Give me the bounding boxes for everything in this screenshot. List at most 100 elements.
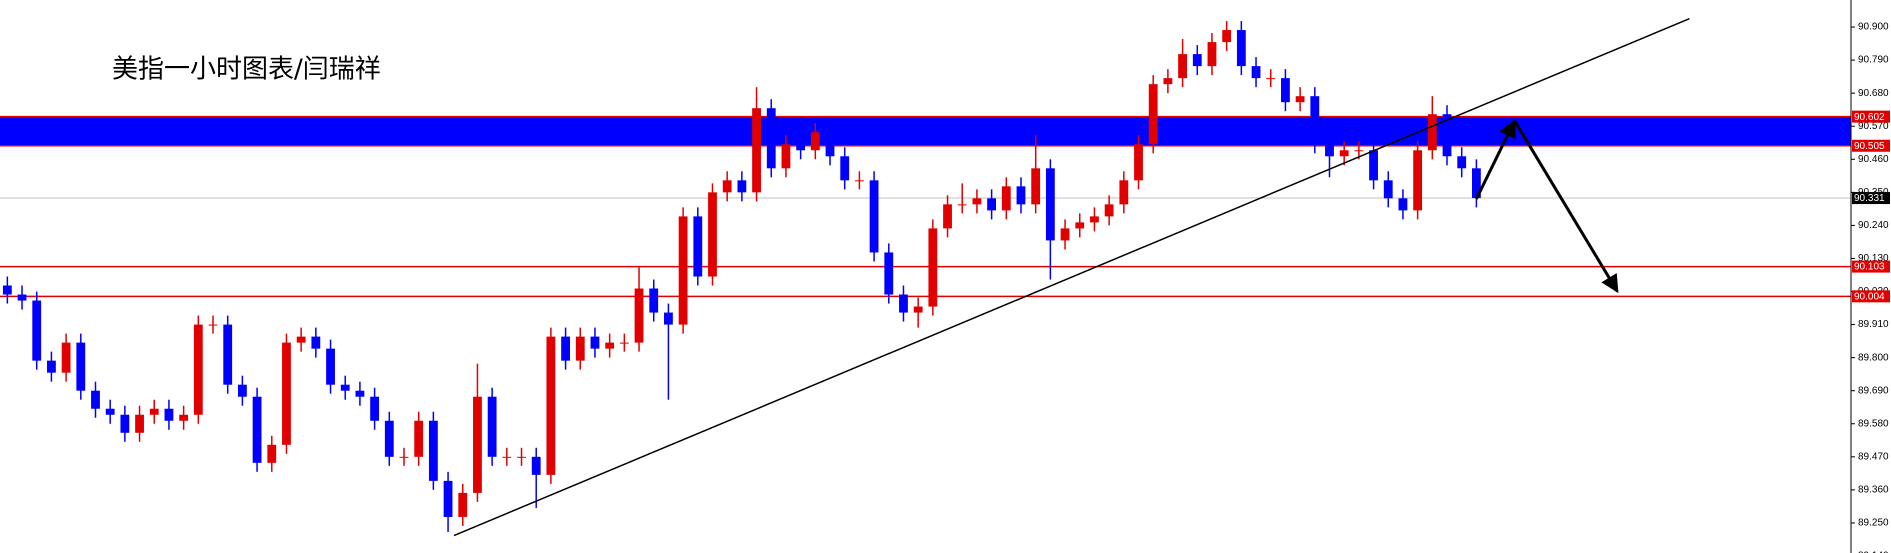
price-tag bbox=[1852, 290, 1890, 303]
price-tag-label: 90.103 bbox=[1854, 262, 1885, 273]
y-tick-label: 90.460 bbox=[1858, 154, 1889, 165]
candle-body bbox=[840, 156, 850, 181]
price-tag-label: 90.602 bbox=[1854, 112, 1885, 123]
candle-body bbox=[928, 228, 938, 307]
candle-body bbox=[561, 336, 570, 361]
candle-body bbox=[105, 408, 115, 415]
candle-body bbox=[1075, 222, 1085, 229]
candle-body bbox=[854, 180, 864, 182]
candle-body bbox=[223, 324, 233, 385]
y-tick-label: 90.570 bbox=[1858, 121, 1889, 132]
candle-body bbox=[384, 420, 394, 457]
price-tag bbox=[1852, 192, 1890, 205]
candle-body bbox=[972, 198, 982, 205]
candle-body bbox=[326, 348, 335, 385]
zone bbox=[0, 116, 1851, 146]
candle-body bbox=[370, 396, 380, 421]
candle-body bbox=[722, 180, 732, 193]
candle-body bbox=[693, 216, 703, 277]
arrow bbox=[1475, 119, 1516, 200]
y-tick-label: 89.690 bbox=[1858, 385, 1889, 396]
arrow bbox=[1513, 120, 1619, 294]
candle-body bbox=[1325, 144, 1334, 157]
candle-body bbox=[531, 456, 541, 475]
candle-body bbox=[1281, 78, 1290, 103]
y-tick-label: 89.800 bbox=[1858, 352, 1889, 363]
candle-body bbox=[149, 408, 159, 415]
candle-body bbox=[766, 108, 776, 169]
candle-body bbox=[1457, 156, 1467, 169]
candle-body bbox=[355, 390, 365, 397]
candle-body bbox=[1442, 114, 1452, 157]
y-tick-label: 89.250 bbox=[1858, 518, 1889, 529]
candle-body bbox=[458, 492, 468, 517]
candle-body bbox=[796, 144, 806, 151]
candle-body bbox=[1251, 66, 1261, 79]
candle-body bbox=[708, 192, 717, 277]
candle-body bbox=[61, 342, 71, 373]
candle-body bbox=[664, 312, 673, 325]
candle-body bbox=[1060, 228, 1070, 241]
candle-body bbox=[47, 360, 56, 373]
candle-body bbox=[781, 144, 791, 169]
candle-body bbox=[899, 294, 908, 313]
y-tick-label: 90.240 bbox=[1858, 220, 1889, 231]
candle-body bbox=[1354, 150, 1364, 152]
candle-body bbox=[237, 384, 247, 397]
y-tick-label: 89.360 bbox=[1858, 485, 1889, 496]
candle-body bbox=[634, 288, 644, 343]
candle-body bbox=[1383, 180, 1393, 199]
candle-body bbox=[179, 414, 189, 421]
candle-body bbox=[1045, 168, 1055, 241]
candle-body bbox=[913, 306, 923, 313]
candle-body bbox=[282, 342, 291, 445]
candle-body bbox=[252, 396, 262, 463]
candle-body bbox=[590, 336, 600, 349]
price-tag-label: 90.505 bbox=[1854, 141, 1885, 152]
candle-body bbox=[810, 132, 820, 151]
y-tick-label: 89.910 bbox=[1858, 319, 1889, 330]
candle-body bbox=[428, 420, 438, 481]
y-tick-label: 89.140 bbox=[1858, 551, 1889, 553]
y-tick-label: 90.130 bbox=[1858, 253, 1889, 264]
candle-body bbox=[605, 342, 615, 349]
candle-body bbox=[487, 396, 497, 457]
candle-body bbox=[443, 480, 453, 517]
candle-body bbox=[1031, 168, 1041, 205]
trendline bbox=[453, 17, 1690, 537]
candle-body bbox=[575, 336, 585, 361]
candle-body bbox=[1398, 198, 1408, 211]
candle-body bbox=[267, 444, 277, 463]
candle-body bbox=[884, 252, 894, 295]
candle-body bbox=[1471, 168, 1481, 199]
candle-body bbox=[737, 180, 747, 193]
candle-body bbox=[164, 408, 174, 421]
candle-body bbox=[135, 414, 144, 433]
candle-body bbox=[825, 132, 835, 157]
candle-body bbox=[1295, 96, 1305, 103]
price-tag bbox=[1852, 110, 1890, 123]
candle-body bbox=[502, 456, 512, 458]
candle-body bbox=[1090, 216, 1099, 223]
candle-body bbox=[399, 456, 409, 458]
candle-body bbox=[1134, 144, 1143, 181]
candle-body bbox=[1178, 54, 1187, 79]
candle-body bbox=[1310, 96, 1320, 145]
candle-body bbox=[517, 456, 526, 458]
price-tag-label: 90.331 bbox=[1854, 193, 1885, 204]
price-tag-label: 90.004 bbox=[1854, 291, 1885, 302]
candle-body bbox=[340, 384, 350, 391]
candle-body bbox=[414, 420, 424, 457]
y-tick-label: 89.470 bbox=[1858, 451, 1889, 462]
candle-body bbox=[1163, 78, 1173, 85]
candle-body bbox=[76, 342, 86, 391]
chart-title: 美指一小时图表/闫瑞祥 bbox=[112, 55, 381, 85]
candle-body bbox=[752, 108, 761, 193]
candle-body bbox=[987, 198, 997, 211]
y-tick-label: 90.900 bbox=[1858, 22, 1889, 33]
candle-body bbox=[1001, 186, 1011, 211]
price-tag bbox=[1852, 260, 1890, 273]
candle-body bbox=[1369, 150, 1378, 181]
